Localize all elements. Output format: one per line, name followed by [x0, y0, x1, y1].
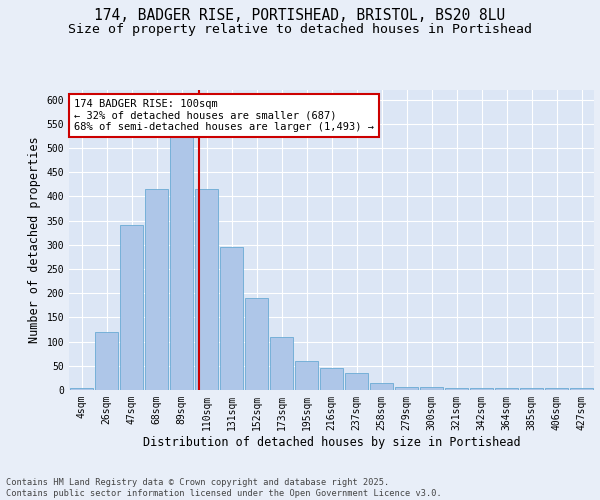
Bar	[420, 386, 443, 390]
Bar	[520, 388, 543, 390]
Y-axis label: Number of detached properties: Number of detached properties	[28, 136, 41, 344]
Bar	[145, 189, 168, 390]
Bar	[95, 332, 118, 390]
Bar	[120, 226, 143, 390]
Bar	[345, 373, 368, 390]
Bar	[445, 388, 468, 390]
Bar	[320, 368, 343, 390]
Bar	[545, 388, 568, 390]
Bar	[470, 388, 493, 390]
Bar	[370, 382, 393, 390]
Text: 174, BADGER RISE, PORTISHEAD, BRISTOL, BS20 8LU: 174, BADGER RISE, PORTISHEAD, BRISTOL, B…	[94, 8, 506, 22]
Bar	[170, 122, 193, 390]
Bar	[220, 248, 243, 390]
Bar	[195, 189, 218, 390]
Bar	[70, 388, 93, 390]
Bar	[395, 386, 418, 390]
Bar	[295, 361, 318, 390]
Bar	[495, 388, 518, 390]
Text: 174 BADGER RISE: 100sqm
← 32% of detached houses are smaller (687)
68% of semi-d: 174 BADGER RISE: 100sqm ← 32% of detache…	[74, 99, 374, 132]
Bar	[570, 388, 593, 390]
Bar	[270, 337, 293, 390]
Text: Contains HM Land Registry data © Crown copyright and database right 2025.
Contai: Contains HM Land Registry data © Crown c…	[6, 478, 442, 498]
Text: Size of property relative to detached houses in Portishead: Size of property relative to detached ho…	[68, 22, 532, 36]
X-axis label: Distribution of detached houses by size in Portishead: Distribution of detached houses by size …	[143, 436, 520, 448]
Bar	[245, 298, 268, 390]
